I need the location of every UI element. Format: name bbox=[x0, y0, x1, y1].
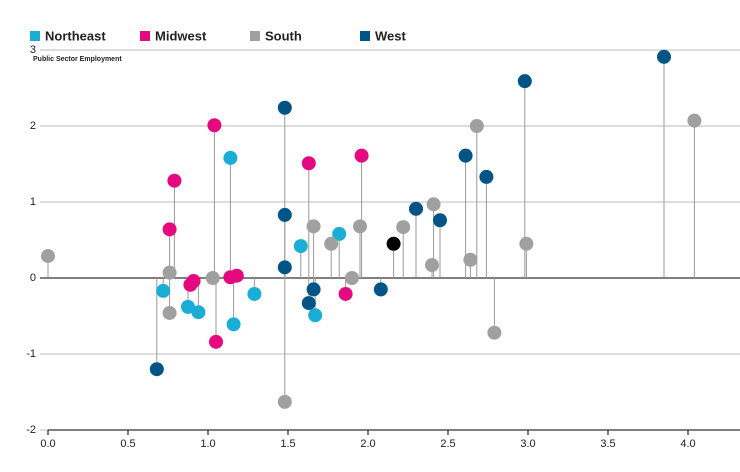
point bbox=[149, 362, 164, 377]
point bbox=[167, 173, 182, 188]
point bbox=[345, 271, 359, 285]
point bbox=[519, 236, 534, 251]
legend-text: West bbox=[375, 28, 406, 43]
point bbox=[657, 49, 671, 64]
y-tick-label: -1 bbox=[26, 348, 36, 360]
y-tick-label: 2 bbox=[30, 120, 36, 132]
point bbox=[425, 258, 439, 273]
y-tick-label: 3 bbox=[30, 44, 36, 56]
point bbox=[186, 274, 201, 289]
point bbox=[156, 283, 171, 298]
legend-swatch bbox=[250, 31, 260, 41]
point bbox=[308, 308, 323, 323]
point bbox=[277, 394, 292, 409]
point bbox=[354, 148, 369, 163]
legend-swatch bbox=[30, 31, 40, 41]
point bbox=[205, 271, 220, 285]
point bbox=[162, 305, 177, 320]
point bbox=[396, 220, 411, 235]
point bbox=[517, 74, 532, 89]
x-tick-label: 0.5 bbox=[120, 438, 135, 450]
y-tick-label: 1 bbox=[30, 196, 36, 208]
x-tick-label: 4.0 bbox=[680, 438, 695, 450]
legend-swatch bbox=[140, 31, 150, 41]
y-tick-label: -2 bbox=[26, 424, 36, 436]
point bbox=[247, 286, 262, 301]
point bbox=[209, 334, 223, 349]
legend-text: South bbox=[265, 28, 302, 43]
point bbox=[41, 248, 55, 263]
point bbox=[162, 222, 177, 237]
point bbox=[306, 219, 321, 234]
x-tick-label: 2.0 bbox=[360, 438, 375, 450]
point bbox=[306, 282, 321, 297]
point bbox=[277, 207, 292, 222]
point bbox=[229, 268, 244, 283]
point bbox=[324, 236, 339, 251]
point bbox=[277, 260, 292, 275]
legend-swatch bbox=[360, 31, 370, 41]
point bbox=[487, 325, 502, 340]
point bbox=[301, 296, 316, 311]
x-tick-label: 3.5 bbox=[600, 438, 615, 450]
point bbox=[207, 118, 222, 133]
point bbox=[687, 113, 702, 128]
point bbox=[332, 226, 347, 241]
point bbox=[293, 239, 308, 254]
point bbox=[191, 305, 206, 320]
point bbox=[409, 201, 423, 216]
point bbox=[277, 100, 292, 115]
y-tick-label: 0 bbox=[30, 272, 36, 284]
point bbox=[458, 148, 473, 163]
point bbox=[373, 282, 388, 297]
legend-text: Northeast bbox=[45, 28, 106, 43]
point bbox=[181, 299, 195, 314]
point bbox=[353, 219, 367, 234]
point bbox=[479, 169, 494, 184]
point bbox=[338, 286, 353, 301]
x-tick-label: 1.0 bbox=[200, 438, 215, 450]
x-tick-label: 0.0 bbox=[40, 438, 55, 450]
point bbox=[469, 119, 484, 133]
point bbox=[433, 213, 447, 228]
point bbox=[463, 252, 478, 267]
point bbox=[226, 317, 241, 332]
y-axis-label: Public Sector Employment bbox=[33, 56, 122, 63]
point bbox=[162, 265, 177, 280]
point bbox=[223, 150, 238, 165]
x-tick-label: 1.5 bbox=[280, 438, 295, 450]
point bbox=[426, 197, 441, 212]
x-tick-label: 2.5 bbox=[440, 438, 455, 450]
legend-text: Midwest bbox=[155, 28, 207, 43]
x-tick-label: 3.0 bbox=[520, 438, 535, 450]
point bbox=[301, 156, 316, 171]
point bbox=[386, 236, 401, 251]
